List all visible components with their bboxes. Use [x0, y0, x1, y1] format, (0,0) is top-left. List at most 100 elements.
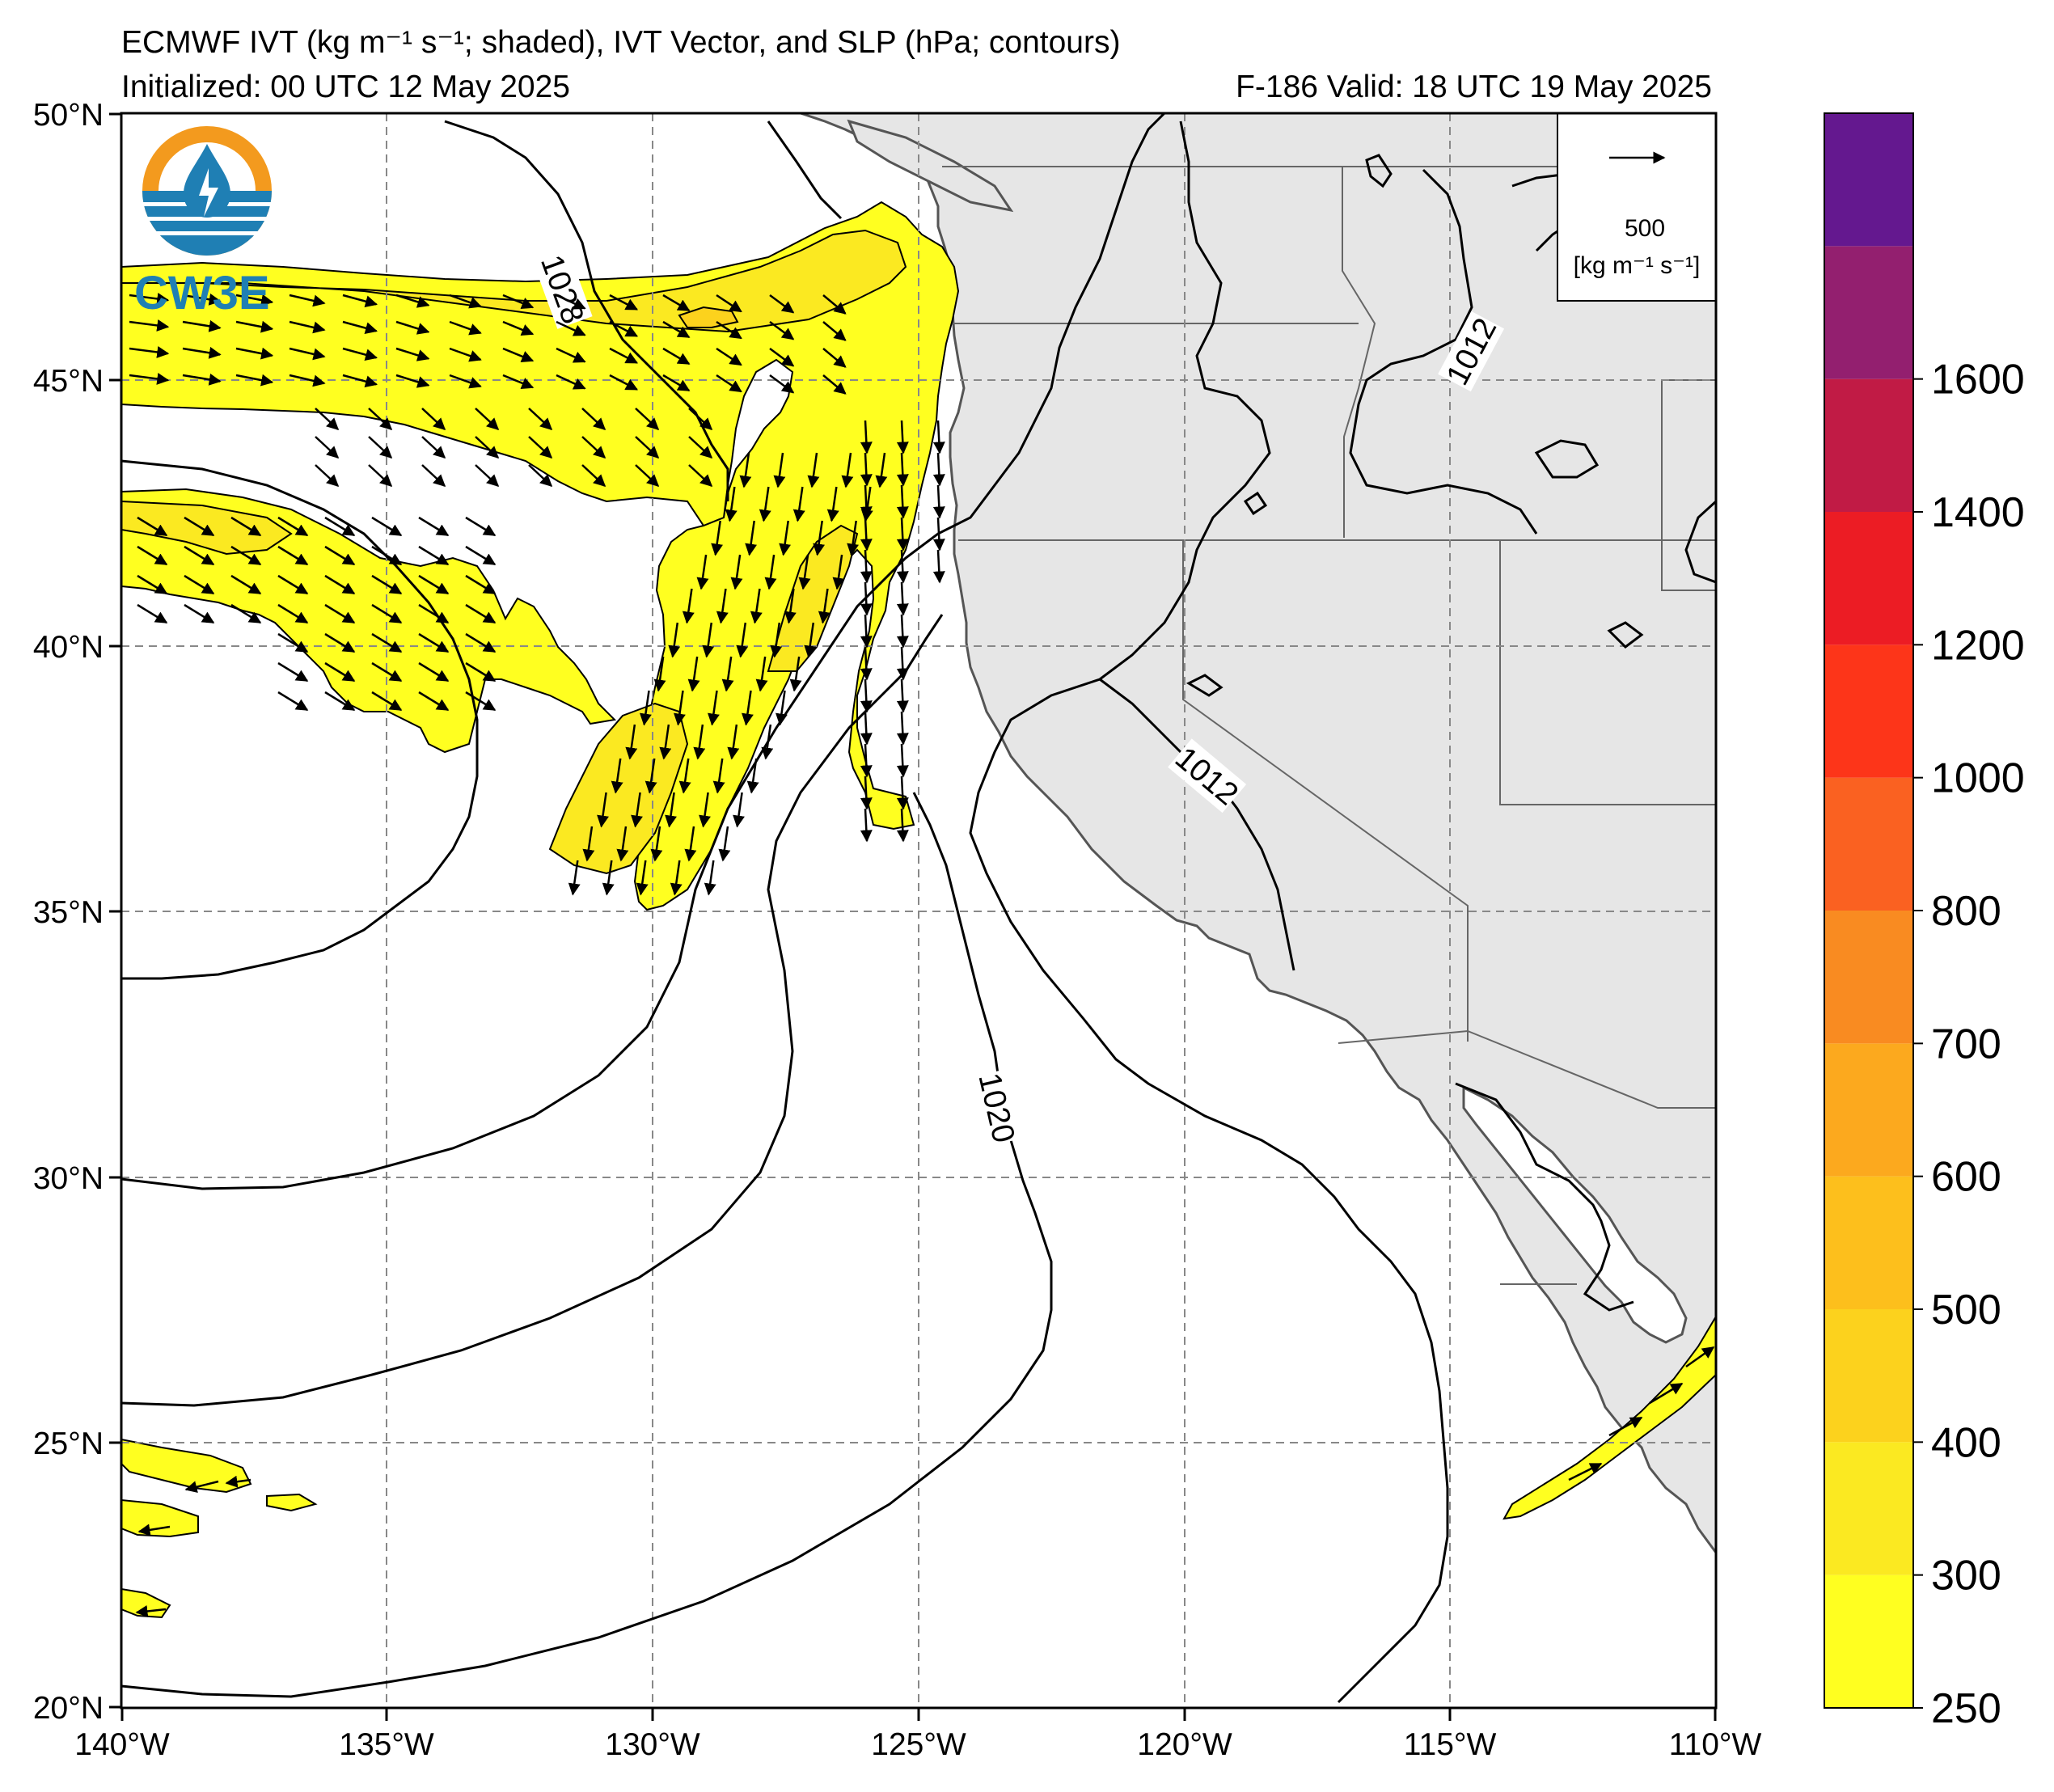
ivt-vector-arrow [182, 346, 222, 359]
ivt-vector-arrow [556, 347, 586, 363]
colorbar-segment [1824, 777, 1913, 911]
ivt-vector-arrow [769, 347, 795, 367]
ivt-vector-arrow [556, 294, 586, 310]
ivt-vector-arrow [315, 436, 340, 459]
ivt-vector-arrow [611, 758, 623, 794]
vector-key-value: 500 [1625, 215, 1665, 242]
gulf-of-california [1462, 1085, 1688, 1344]
ivt-vector-arrow [860, 420, 873, 454]
ivt-vector-arrow [449, 374, 482, 389]
ivt-vector-arrow [182, 293, 222, 306]
ivt-vector-arrow [421, 408, 446, 431]
ivt-vector-arrow [688, 436, 713, 459]
ivt-vector-arrow [235, 347, 274, 360]
colorbar-segment [1824, 1442, 1913, 1575]
ivt-vector-arrow [556, 320, 586, 336]
ivt-vector-arrow [502, 374, 535, 389]
ivt-vector-arrow [896, 420, 909, 454]
initialized-time: Initialized: 00 UTC 12 May 2025 [121, 70, 570, 104]
ivt-vector-arrow [896, 614, 909, 649]
ivt-vector-arrow [625, 724, 638, 760]
ivt-vector-arrow [184, 574, 215, 595]
ivt-vector-arrow [137, 516, 168, 537]
ivt-vector-arrow [693, 724, 706, 760]
ivt-vector-arrow [860, 808, 873, 843]
ivt-vector-arrow [678, 758, 691, 794]
colorbar-segment [1824, 645, 1913, 778]
colorbar-segment [1824, 113, 1913, 247]
ivt-vector-arrow [716, 347, 742, 366]
ivt-vector-arrow [418, 661, 450, 683]
ivt-vector-arrow [528, 464, 553, 488]
ivt-vector-arrow [742, 690, 754, 726]
lon-label: 125°W [871, 1727, 966, 1762]
ivt-vector-arrow [716, 374, 742, 393]
lat-label: 45°N [33, 364, 104, 399]
ivt-vector-arrow [704, 860, 716, 896]
colorbar-label: 1400 [1931, 489, 2025, 536]
ivt-vector-arrow [129, 373, 170, 385]
ivt-vector-arrow [395, 320, 430, 335]
ivt-vector-arrow [465, 516, 497, 537]
ivt-vector-arrow [129, 293, 170, 305]
ivt-vector-arrow [616, 826, 629, 862]
ivt-vector-arrow [896, 581, 909, 616]
colorbar-label: 1000 [1931, 755, 2025, 802]
ivt-vector-arrow [418, 632, 450, 653]
ivt-vector-arrow [650, 826, 663, 862]
ivt-vector-arrow [682, 588, 695, 624]
ivt-vector-arrow [315, 408, 340, 431]
ivt-vector-arrow [668, 622, 681, 658]
colorbar [1824, 113, 1913, 1708]
ivt-vector-arrow [502, 347, 535, 362]
ivt-vector-arrow [875, 452, 888, 488]
ivt-vector-arrow [770, 622, 783, 658]
ivt-plume-north [121, 201, 960, 911]
ivt-vector-arrow [230, 516, 262, 537]
ivt-vector-arrow [725, 486, 737, 522]
ivt-vector-arrow [860, 581, 873, 616]
ivt-vector-arrow [813, 520, 826, 556]
lon-tick-labels: 140°W 135°W 130°W 125°W 120°W 115°W 110°… [74, 1727, 1761, 1762]
ivt-vector-arrow [277, 661, 309, 683]
ivt-vector-arrow [182, 373, 222, 386]
ivt-vector-arrow [277, 691, 309, 712]
lon-label: 130°W [605, 1727, 700, 1762]
ivt-vector-arrow [640, 690, 652, 726]
ivt-vector-arrow [932, 420, 945, 454]
ivt-vector-arrow [449, 347, 482, 362]
ivt-vector-arrow [368, 436, 393, 459]
ivt-vector-arrow [776, 690, 788, 726]
logo-text: CW3E [134, 267, 270, 319]
ivt-vector-arrow [847, 520, 860, 556]
ivt-vector-arrow [730, 554, 743, 590]
ivt-vector-arrow [662, 374, 691, 392]
ivt-vector-arrow [822, 348, 847, 368]
lat-label: 40°N [33, 630, 104, 665]
ivt-vector-arrow [609, 374, 639, 391]
ivt-vector-arrow [371, 632, 403, 653]
ivt-vector-arrow [395, 347, 430, 361]
ivt-vector-arrow [556, 374, 586, 390]
ivt-vector-arrow [1685, 1346, 1715, 1368]
ivt-vector-arrow [932, 452, 945, 487]
ivt-vector-arrow [769, 320, 795, 340]
ivt-vector-arrow [568, 860, 581, 896]
axis-ticks [109, 112, 1717, 1721]
ivt-vector-arrow [688, 464, 713, 488]
ivt-vector-arrow [324, 603, 356, 624]
logo-wave [142, 191, 272, 256]
ivt-vector-arrow [324, 574, 356, 595]
colorbar-segment [1824, 378, 1913, 512]
vector-key: 500 [kg m⁻¹ s⁻¹] [1557, 113, 1716, 302]
ivt-vector-arrow [582, 826, 595, 862]
ivt-vector-arrow [368, 408, 393, 431]
ivt-vector-arrow [465, 603, 497, 624]
ivt-vector-arrow [235, 374, 274, 387]
ivt-vector-arrow [662, 347, 691, 366]
ivt-vector-arrow [137, 603, 168, 624]
ivt-vector-arrow [465, 661, 497, 683]
ivt-vector-arrow [418, 574, 450, 595]
colorbar-label: 250 [1931, 1685, 2001, 1732]
ivt-vector-arrow [230, 603, 262, 624]
